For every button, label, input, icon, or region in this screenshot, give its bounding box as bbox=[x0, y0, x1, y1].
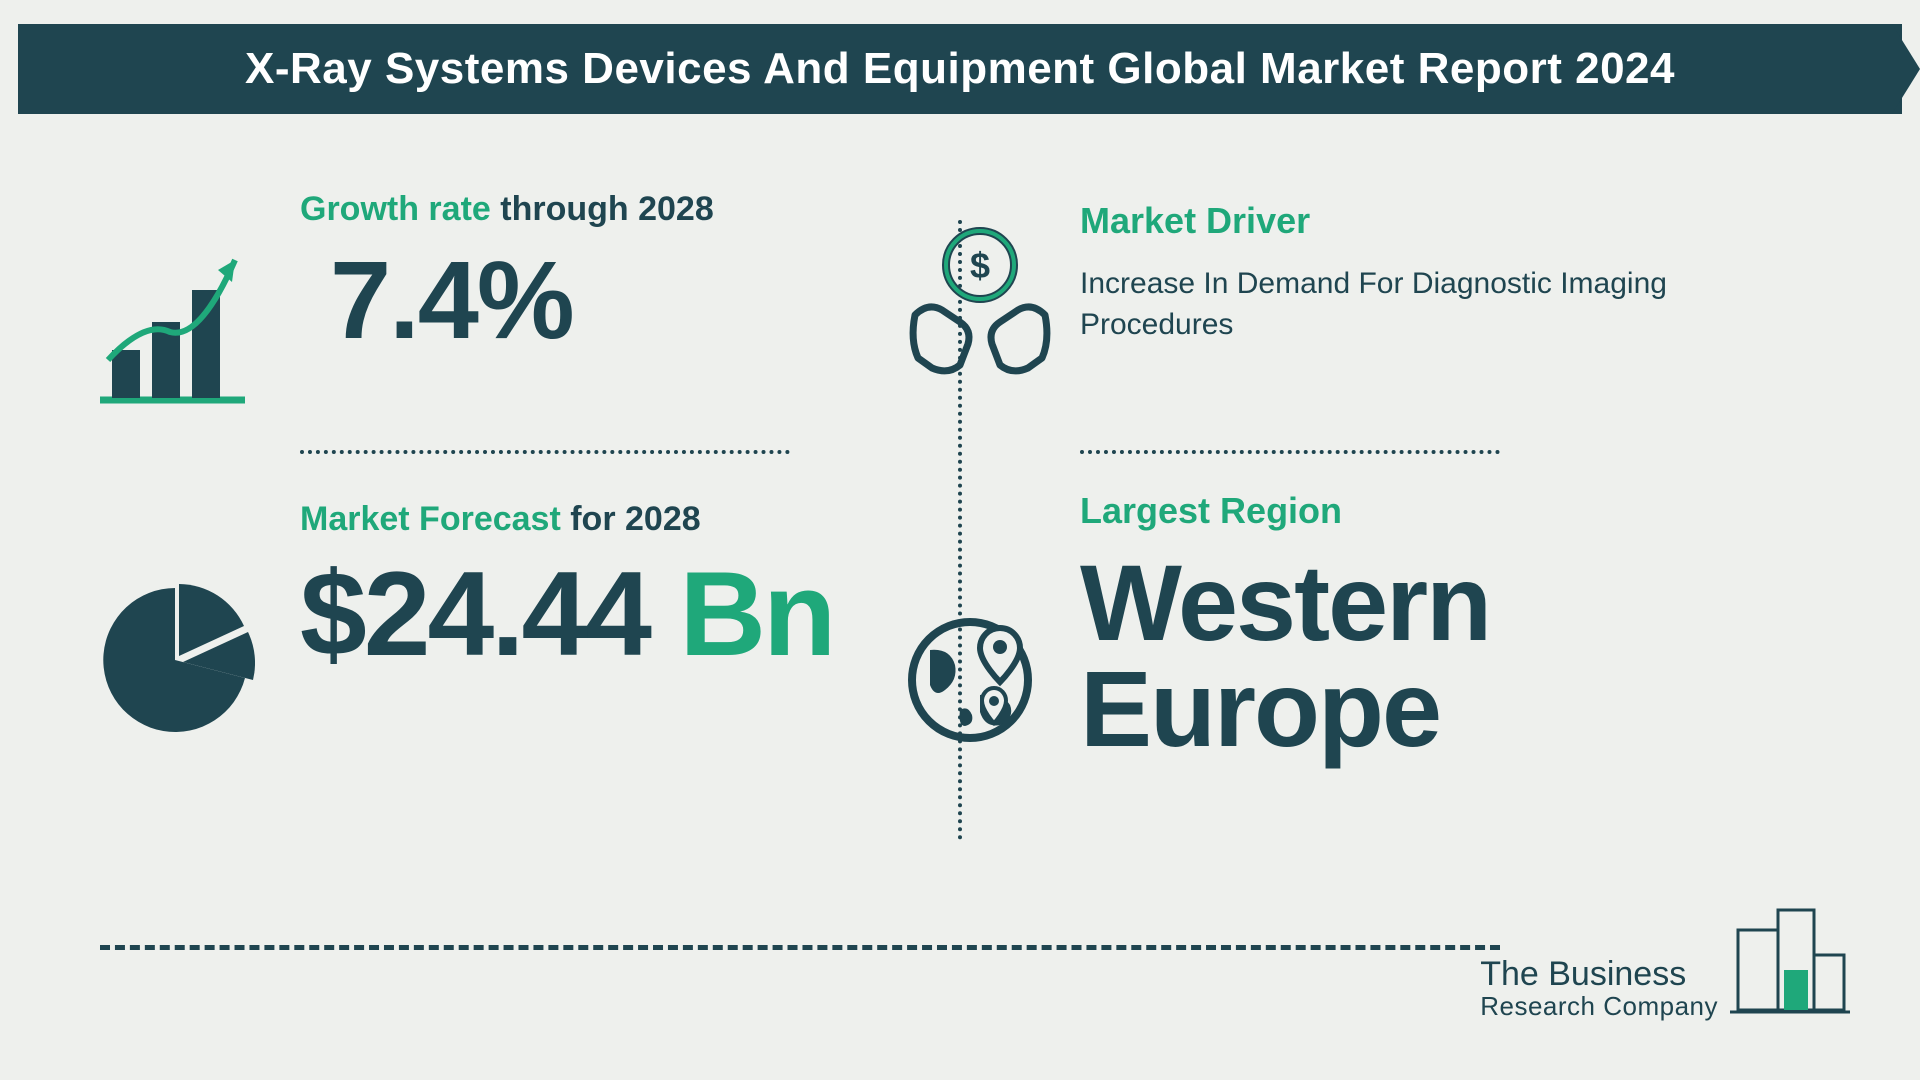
content-grid: Growth rate through 2028 7.4% Market For… bbox=[100, 190, 1820, 940]
logo-buildings-icon bbox=[1730, 900, 1850, 1020]
svg-text:$: $ bbox=[970, 245, 990, 286]
largest-region-block: Largest Region WesternEurope bbox=[1000, 490, 1760, 762]
forecast-label-highlight: Market Forecast bbox=[300, 500, 561, 538]
forecast-value-unit: Bn bbox=[649, 547, 833, 681]
driver-label: Market Driver bbox=[1080, 200, 1760, 242]
forecast-label: Market Forecast for 2028 bbox=[300, 500, 860, 539]
growth-rate-value: 7.4% bbox=[330, 237, 820, 364]
growth-label-highlight: Growth rate bbox=[300, 190, 491, 228]
growth-rate-label: Growth rate through 2028 bbox=[300, 190, 820, 229]
right-horizontal-divider bbox=[1080, 450, 1500, 454]
report-title: X-Ray Systems Devices And Equipment Glob… bbox=[245, 44, 1675, 94]
driver-text: Increase In Demand For Diagnostic Imagin… bbox=[1080, 264, 1760, 345]
logo-text: The Business Research Company bbox=[1480, 957, 1718, 1020]
forecast-value-main: $24.44 bbox=[300, 547, 649, 681]
growth-rate-block: Growth rate through 2028 7.4% bbox=[100, 190, 820, 364]
region-label: Largest Region bbox=[1080, 490, 1760, 532]
growth-chart-icon bbox=[90, 240, 260, 410]
logo-line-2: Research Company bbox=[1480, 993, 1718, 1020]
forecast-label-rest: for 2028 bbox=[561, 500, 701, 538]
globe-pin-icon bbox=[900, 600, 1050, 750]
pie-chart-icon bbox=[95, 580, 255, 740]
growth-label-rest: through 2028 bbox=[491, 190, 714, 228]
region-value: WesternEurope bbox=[1080, 550, 1760, 762]
forecast-value: $24.44 Bn bbox=[300, 545, 860, 683]
bottom-dashed-divider bbox=[100, 945, 1500, 950]
title-banner: X-Ray Systems Devices And Equipment Glob… bbox=[18, 24, 1902, 114]
market-forecast-block: Market Forecast for 2028 $24.44 Bn bbox=[100, 500, 860, 683]
market-driver-block: $ Market Driver Increase In Demand For D… bbox=[1000, 200, 1760, 345]
company-logo: The Business Research Company bbox=[1480, 900, 1850, 1020]
logo-line-1: The Business bbox=[1480, 957, 1718, 993]
hands-coin-icon: $ bbox=[900, 220, 1060, 380]
left-horizontal-divider bbox=[300, 450, 790, 454]
